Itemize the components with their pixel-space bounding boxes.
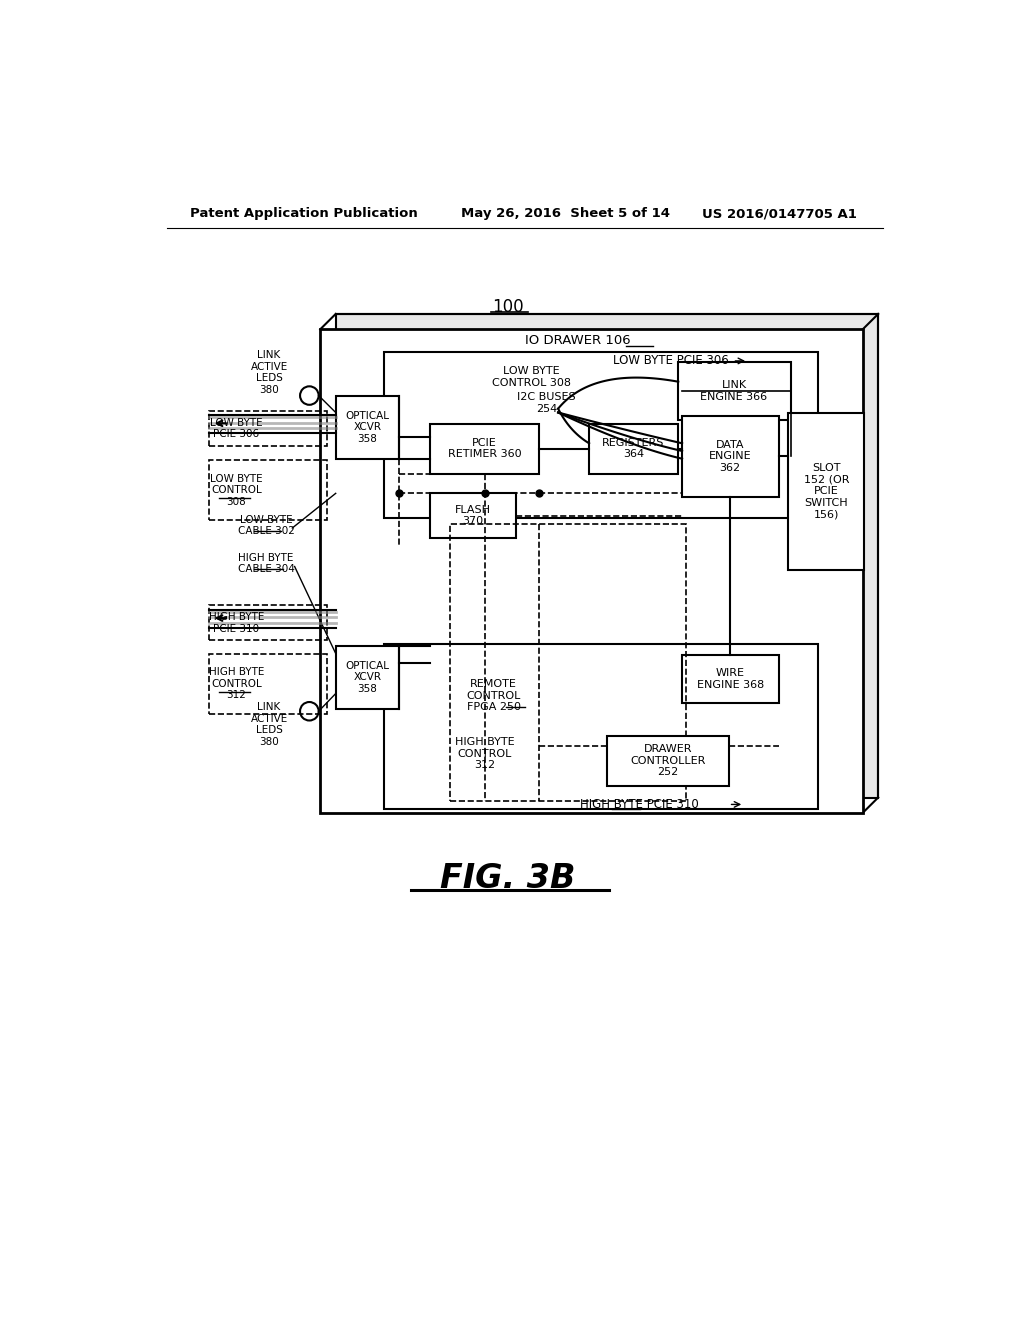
Text: I2C BUSES
254: I2C BUSES 254 bbox=[517, 392, 575, 414]
Text: WIRE
ENGINE 368: WIRE ENGINE 368 bbox=[696, 668, 764, 690]
Text: FLASH
370: FLASH 370 bbox=[455, 504, 490, 527]
Bar bbox=[209, 411, 328, 446]
Text: REGISTERS
364: REGISTERS 364 bbox=[602, 438, 665, 459]
Text: OPTICAL
XCVR
358: OPTICAL XCVR 358 bbox=[345, 411, 389, 444]
Bar bbox=[589, 424, 678, 474]
Text: IO DRAWER 106: IO DRAWER 106 bbox=[524, 334, 631, 347]
Bar bbox=[430, 494, 515, 539]
Text: LOW BYTE
PCIE 306: LOW BYTE PCIE 306 bbox=[210, 418, 263, 440]
Text: HIGH BYTE
CONTROL
312: HIGH BYTE CONTROL 312 bbox=[209, 667, 264, 700]
Text: OPTICAL
XCVR
358: OPTICAL XCVR 358 bbox=[345, 661, 389, 694]
Text: LINK
ACTIVE
LEDS
380: LINK ACTIVE LEDS 380 bbox=[251, 702, 288, 747]
Text: LOW BYTE PCIE 306: LOW BYTE PCIE 306 bbox=[613, 354, 729, 367]
Text: HIGH BYTE
CONTROL
312: HIGH BYTE CONTROL 312 bbox=[455, 737, 514, 770]
Text: HIGH BYTE
CABLE 304: HIGH BYTE CABLE 304 bbox=[238, 553, 294, 574]
Text: PCIE
RETIMER 360: PCIE RETIMER 360 bbox=[447, 438, 521, 459]
Bar bbox=[321, 330, 862, 813]
Text: LOW BYTE
CABLE 302: LOW BYTE CABLE 302 bbox=[238, 515, 294, 536]
Bar bbox=[430, 424, 539, 474]
Bar bbox=[209, 605, 328, 640]
Text: US 2016/0147705 A1: US 2016/0147705 A1 bbox=[701, 207, 856, 220]
Text: May 26, 2016  Sheet 5 of 14: May 26, 2016 Sheet 5 of 14 bbox=[461, 207, 671, 220]
Bar bbox=[336, 645, 399, 709]
Bar bbox=[384, 352, 818, 517]
Bar bbox=[682, 416, 779, 498]
Bar bbox=[788, 413, 864, 570]
Bar bbox=[678, 363, 791, 420]
Text: LOW BYTE
CONTROL 308: LOW BYTE CONTROL 308 bbox=[492, 366, 570, 388]
Text: DRAWER
CONTROLLER
252: DRAWER CONTROLLER 252 bbox=[631, 744, 706, 777]
Bar bbox=[607, 737, 729, 785]
Bar bbox=[384, 644, 818, 809]
Text: HIGH BYTE PCIE 310: HIGH BYTE PCIE 310 bbox=[581, 797, 698, 810]
Text: Patent Application Publication: Patent Application Publication bbox=[190, 207, 418, 220]
Bar bbox=[336, 396, 399, 459]
Text: DATA
ENGINE
362: DATA ENGINE 362 bbox=[709, 440, 752, 473]
Text: FIG. 3B: FIG. 3B bbox=[440, 862, 575, 895]
Bar bbox=[209, 461, 328, 520]
Bar bbox=[209, 653, 328, 714]
Text: LINK
ACTIVE
LEDS
380: LINK ACTIVE LEDS 380 bbox=[251, 350, 288, 395]
Text: LINK
ENGINE 366: LINK ENGINE 366 bbox=[700, 380, 768, 401]
Bar bbox=[682, 655, 779, 702]
Bar bbox=[336, 314, 879, 797]
Bar bbox=[450, 524, 686, 801]
Text: HIGH BYTE
PCIE 310: HIGH BYTE PCIE 310 bbox=[209, 612, 264, 634]
Text: LOW BYTE
CONTROL
308: LOW BYTE CONTROL 308 bbox=[210, 474, 263, 507]
Text: REMOTE
CONTROL
FPGA 250: REMOTE CONTROL FPGA 250 bbox=[467, 680, 521, 713]
Text: SLOT
152 (OR
PCIE
SWITCH
156): SLOT 152 (OR PCIE SWITCH 156) bbox=[804, 463, 849, 519]
Text: 100: 100 bbox=[492, 298, 523, 315]
